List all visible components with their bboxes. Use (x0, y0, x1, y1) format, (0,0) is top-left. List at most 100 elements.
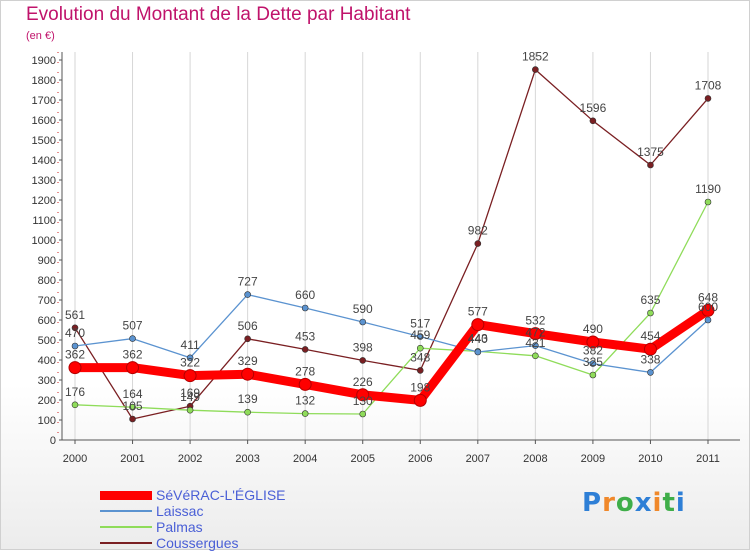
x-tick-label: 2004 (293, 453, 317, 465)
data-point-palmas (359, 410, 367, 418)
x-tick-label: 2006 (408, 453, 432, 465)
data-label-palmas: 1190 (695, 182, 721, 196)
data-point-laissac (186, 354, 194, 362)
series-line-laissac (74, 293, 709, 374)
data-label-palmas: 149 (180, 390, 200, 404)
data-label-s-v-rac-l-glise: 577 (468, 305, 488, 319)
x-tick-label: 2011 (696, 453, 720, 465)
data-label-s-v-rac-l-glise: 648 (698, 290, 718, 304)
data-point-s-v-rac-l-glise (126, 361, 140, 375)
data-point-laissac (244, 291, 251, 298)
data-label-s-v-rac-l-glise: 322 (180, 356, 200, 370)
chart-legend: SéVéRAC-L'ÉGLISE Laissac Palmas Coussergues (100, 487, 286, 551)
data-label-s-v-rac-l-glise: 198 (410, 380, 430, 394)
data-label-s-v-rac-l-glise: 226 (353, 375, 373, 389)
data-label-coussergues: 1852 (522, 50, 549, 64)
data-point-coussergues (647, 161, 654, 169)
data-label-coussergues: 453 (295, 329, 315, 343)
series-line-coussergues (74, 68, 709, 420)
y-tick-label: 0 (50, 435, 56, 447)
data-label-laissac: 382 (583, 344, 603, 358)
y-tick-label: 900 (38, 255, 56, 267)
data-point-coussergues (71, 324, 79, 332)
legend-item: Coussergues (100, 535, 286, 551)
data-point-palmas (532, 352, 539, 360)
legend-item: SéVéRAC-L'ÉGLISE (100, 487, 286, 503)
data-label-coussergues: 1375 (637, 145, 664, 159)
chart-unit: (en €) (26, 30, 55, 42)
data-label-laissac: 507 (123, 319, 143, 333)
data-point-s-v-rac-l-glise (643, 342, 657, 356)
data-point-coussergues (416, 367, 424, 374)
data-point-s-v-rac-l-glise (528, 327, 542, 341)
data-point-coussergues (129, 415, 136, 423)
chart-title: Evolution du Montant de la Dette par Hab… (26, 4, 411, 25)
data-label-palmas: 325 (583, 355, 603, 369)
data-label-s-v-rac-l-glise: 362 (65, 348, 85, 362)
data-label-s-v-rac-l-glise: 454 (640, 329, 660, 343)
proxiti-logo: Proxiti (582, 488, 686, 518)
legend-swatch (100, 526, 152, 528)
y-tick-label: 400 (38, 355, 56, 367)
data-point-s-v-rac-l-glise (298, 377, 312, 391)
data-label-palmas: 459 (410, 328, 430, 342)
data-point-coussergues (532, 66, 539, 73)
x-tick-label: 2001 (120, 453, 144, 465)
data-label-laissac: 727 (238, 275, 258, 289)
data-label-coussergues: 506 (238, 319, 258, 333)
data-label-coussergues: 1708 (695, 78, 722, 92)
data-label-palmas: 421 (525, 336, 545, 350)
data-point-coussergues (704, 95, 712, 102)
data-label-s-v-rac-l-glise: 329 (238, 354, 258, 368)
data-point-palmas (416, 344, 424, 352)
data-point-palmas (244, 408, 251, 416)
data-point-coussergues (301, 346, 309, 353)
data-point-s-v-rac-l-glise (241, 367, 255, 381)
legend-swatch (100, 490, 152, 500)
data-label-s-v-rac-l-glise: 532 (525, 314, 545, 328)
data-label-palmas: 164 (123, 387, 143, 401)
y-tick-label: 1600 (32, 115, 56, 127)
data-label-laissac: 517 (410, 317, 430, 331)
data-point-palmas (704, 198, 712, 206)
data-label-palmas: 130 (353, 394, 373, 408)
data-label-palmas: 176 (65, 385, 85, 399)
series-line-palmas (74, 201, 709, 415)
legend-swatch (100, 510, 152, 512)
data-label-palmas: 443 (468, 331, 488, 345)
legend-label: SéVéRAC-L'ÉGLISE (156, 487, 286, 503)
y-tick-label: 200 (38, 395, 56, 407)
x-tick-label: 2000 (63, 453, 87, 465)
legend-label: Laissac (156, 503, 204, 519)
data-point-laissac (532, 342, 539, 349)
y-tick-label: 1500 (32, 135, 56, 147)
x-tick-label: 2003 (235, 453, 259, 465)
data-point-laissac (647, 369, 654, 376)
y-tick-label: 800 (38, 275, 56, 287)
data-point-coussergues (474, 240, 482, 247)
data-label-laissac: 440 (468, 332, 488, 346)
data-point-laissac (359, 318, 367, 326)
y-tick-label: 1200 (32, 195, 56, 207)
data-point-palmas (589, 371, 597, 379)
data-label-coussergues: 348 (410, 350, 430, 364)
series-line-s-v-rac-l-glise (70, 305, 713, 405)
y-tick-label: 1800 (32, 75, 56, 87)
data-point-s-v-rac-l-glise (183, 369, 197, 383)
data-label-laissac: 470 (65, 326, 85, 340)
data-label-coussergues: 1596 (580, 101, 607, 115)
data-label-laissac: 660 (295, 288, 315, 302)
legend-label: Palmas (156, 519, 203, 535)
data-point-laissac (589, 360, 597, 367)
data-label-laissac: 600 (698, 300, 718, 314)
data-label-s-v-rac-l-glise: 278 (295, 364, 315, 378)
x-tick-label: 2008 (523, 453, 547, 465)
data-point-palmas (129, 403, 136, 411)
data-label-s-v-rac-l-glise: 490 (583, 322, 603, 336)
data-point-palmas (186, 406, 194, 414)
data-label-laissac: 411 (181, 338, 200, 352)
y-tick-label: 1700 (32, 95, 56, 107)
logo-letter: o (615, 488, 635, 518)
data-point-s-v-rac-l-glise (586, 335, 600, 349)
